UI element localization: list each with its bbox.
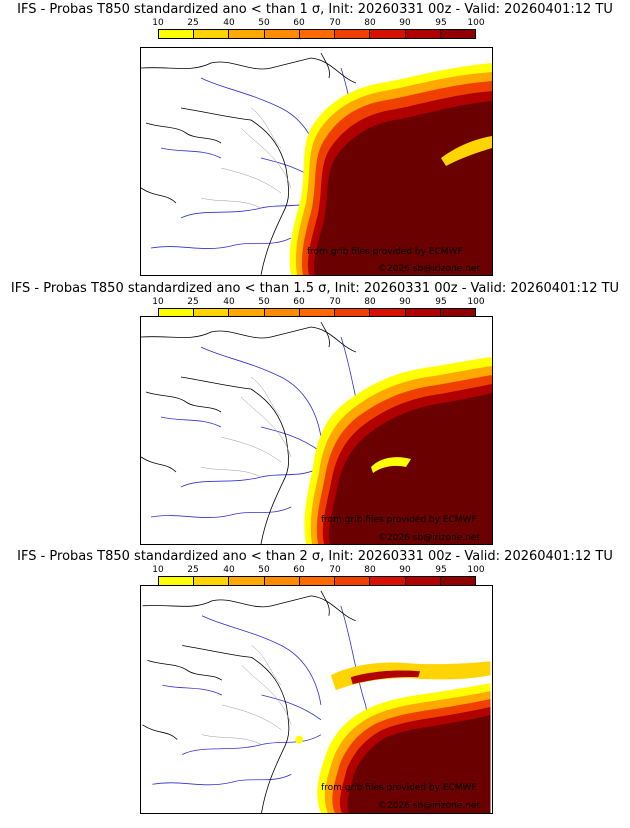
probability-field	[304, 357, 492, 544]
country-borders	[142, 590, 356, 813]
colorbar-tick: 10	[152, 297, 164, 307]
colorbar-swatch	[299, 309, 336, 317]
colorbar-swatch	[194, 309, 230, 317]
panel-1: IFS - Probas T850 standardized ano < tha…	[0, 2, 630, 276]
country-borders	[141, 52, 357, 275]
probability-map	[140, 585, 493, 814]
panel-title: IFS - Probas T850 standardized ano < tha…	[17, 2, 613, 17]
colorbar-swatch	[159, 30, 195, 38]
colorbar-tick: 90	[399, 297, 411, 307]
colorbar-swatch	[229, 309, 265, 317]
colorbar-swatch	[194, 577, 230, 585]
panel-title: IFS - Probas T850 standardized ano < tha…	[17, 549, 613, 564]
colorbar-swatch	[370, 577, 406, 585]
colorbar-swatch	[194, 30, 230, 38]
colorbar-tick: 70	[329, 565, 341, 575]
map-graphic	[142, 590, 491, 813]
panel-title: IFS - Probas T850 standardized ano < tha…	[10, 281, 620, 296]
colorbar-tick: 100	[467, 565, 485, 575]
panel-2: IFS - Probas T850 standardized ano < tha…	[0, 281, 630, 551]
colorbar-swatch	[229, 30, 265, 38]
colorbar-swatch	[264, 30, 300, 38]
probability-map	[140, 47, 493, 276]
colorbar-swatch	[440, 309, 475, 317]
colorbar-swatch	[335, 577, 371, 585]
colorbar-swatch	[159, 577, 195, 585]
colorbar-tick: 50	[258, 297, 270, 307]
data-source-credit: from grib files provided by ECMWF	[321, 783, 477, 793]
copyright-credit: ©2026 sb@irizone.net	[378, 264, 480, 274]
data-source-credit: from grib files provided by ECMWF	[321, 515, 477, 525]
colorbar-tick: 60	[293, 297, 305, 307]
colorbar-tick: 40	[223, 565, 235, 575]
colorbar-tick: 95	[435, 18, 447, 28]
colorbar-legend: 10 25 40 50 60 70 80 90 95 100	[152, 297, 485, 323]
probability-field	[289, 63, 492, 275]
colorbar-swatch	[440, 30, 475, 38]
colorbar-tick: 10	[152, 565, 164, 575]
colorbar-tick: 80	[364, 565, 376, 575]
colorbar-tick: 90	[399, 18, 411, 28]
colorbar-tick: 100	[467, 18, 485, 28]
colorbar-swatch	[264, 577, 300, 585]
colorbar-tick: 70	[329, 18, 341, 28]
colorbar-swatch	[159, 309, 195, 317]
colorbar-tick: 90	[399, 565, 411, 575]
colorbar-tick: 95	[435, 565, 447, 575]
colorbar-ticks: 10 25 40 50 60 70 80 90 95 100	[152, 297, 484, 307]
colorbar-swatch	[335, 309, 371, 317]
country-borders	[141, 321, 357, 544]
colorbar-tick: 60	[293, 18, 305, 28]
data-source-credit: from grib files provided by ECMWF	[307, 247, 463, 257]
colorbar-tick: 10	[152, 18, 164, 28]
colorbar-swatch	[229, 577, 265, 585]
colorbar-swatch	[405, 577, 441, 585]
colorbar-legend: 10 25 40 50 60 70 80 90 95 100	[152, 18, 485, 44]
colorbar-ticks: 10 25 40 50 60 70 80 90 95 100	[152, 565, 484, 575]
colorbar-swatch	[405, 309, 441, 317]
region-borders	[200, 107, 292, 209]
colorbar-tick: 25	[187, 18, 199, 28]
colorbar-swatch	[405, 30, 441, 38]
colorbar-swatch	[299, 577, 336, 585]
panel-3: IFS - Probas T850 standardized ano < tha…	[0, 549, 630, 819]
colorbar-tick: 80	[364, 18, 376, 28]
colorbar-tick: 100	[467, 297, 485, 307]
colorbar-tick: 60	[293, 565, 305, 575]
probability-field	[295, 661, 491, 813]
colorbar-swatch	[335, 30, 371, 38]
colorbar-swatch	[299, 30, 336, 38]
region-borders	[201, 645, 292, 745]
colorbar-tick: 50	[258, 18, 270, 28]
copyright-credit: ©2026 sb@irizone.net	[378, 533, 480, 543]
region-borders	[200, 376, 292, 478]
colorbar-ticks: 10 25 40 50 60 70 80 90 95 100	[152, 18, 484, 28]
map-graphic	[141, 52, 492, 275]
colorbar	[158, 29, 476, 39]
map-graphic	[141, 321, 492, 544]
colorbar-tick: 70	[329, 297, 341, 307]
colorbar-swatch	[264, 309, 300, 317]
probability-map	[140, 316, 493, 545]
colorbar-tick: 25	[187, 297, 199, 307]
colorbar-tick: 40	[223, 297, 235, 307]
colorbar-tick: 80	[364, 297, 376, 307]
colorbar-swatch	[370, 309, 406, 317]
colorbar-tick: 25	[187, 565, 199, 575]
colorbar-swatch	[370, 30, 406, 38]
colorbar-tick: 95	[435, 297, 447, 307]
copyright-credit: ©2026 sb@irizone.net	[378, 801, 480, 811]
colorbar-swatch	[440, 577, 475, 585]
colorbar-tick: 40	[223, 18, 235, 28]
colorbar-tick: 50	[258, 565, 270, 575]
